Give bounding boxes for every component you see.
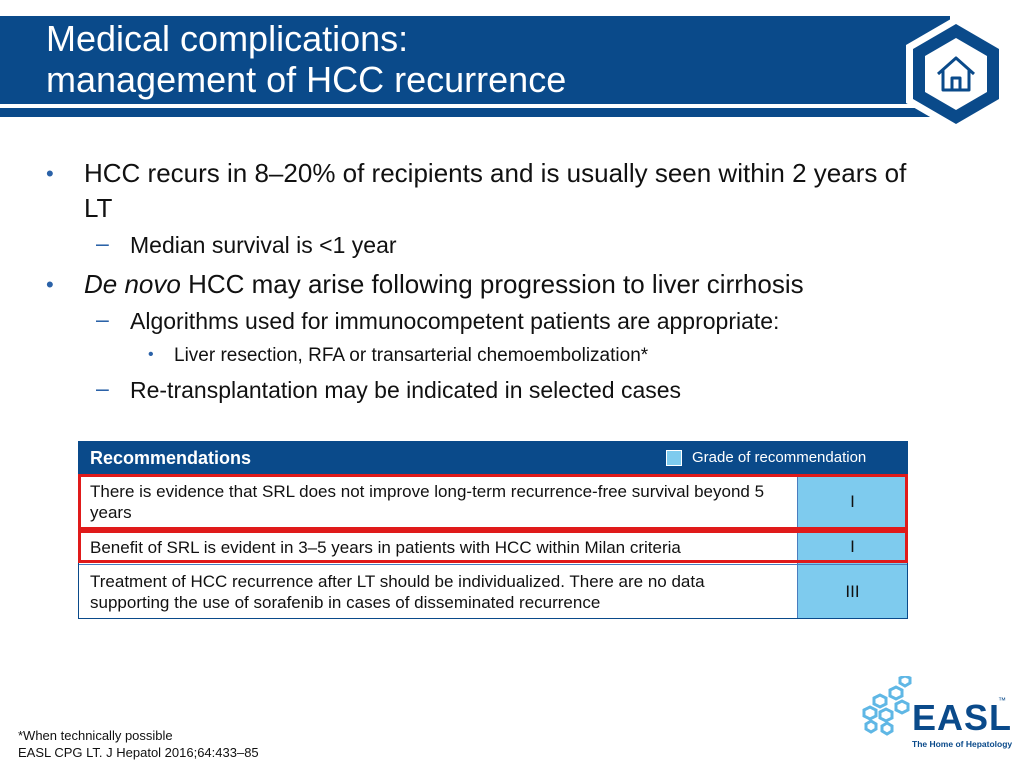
title-line-1: Medical complications: bbox=[46, 18, 409, 59]
table-row: Treatment of HCC recurrence after LT sho… bbox=[79, 564, 907, 618]
sub-bullet-1-1: – Median survival is <1 year bbox=[40, 230, 920, 261]
footnote-citation: EASL CPG LT. J Hepatol 2016;64:433–85 bbox=[18, 745, 259, 760]
recommendations-title: Recommendations bbox=[90, 448, 252, 468]
bullet-1: • HCC recurs in 8–20% of recipients and … bbox=[40, 156, 920, 226]
logo-trademark: ™ bbox=[998, 696, 1006, 705]
easl-logo: EASL ™ The Home of Hepatology bbox=[860, 676, 1013, 752]
bullet-marker: • bbox=[46, 272, 54, 297]
sub-bullet-2-1-text: Algorithms used for immunocompetent pati… bbox=[130, 308, 780, 334]
highlight-box-row-1 bbox=[78, 474, 908, 530]
bullet-marker: • bbox=[46, 161, 54, 186]
dash-marker: – bbox=[96, 375, 109, 401]
grade-legend-swatch bbox=[666, 450, 682, 466]
bullet-2-italic: De novo bbox=[84, 269, 181, 299]
home-icon bbox=[906, 16, 1006, 132]
bullet-marker: • bbox=[148, 346, 154, 363]
table-row: There is evidence that SRL does not impr… bbox=[79, 474, 907, 529]
footnote-technical: *When technically possible bbox=[18, 728, 173, 743]
sub-bullet-2-2-text: Re-transplantation may be indicated in s… bbox=[130, 377, 682, 403]
bullet-2: • De novo HCC may arise following progre… bbox=[40, 267, 920, 302]
footnotes: *When technically possible EASL CPG LT. … bbox=[18, 727, 259, 761]
grade-cell: I bbox=[797, 475, 907, 529]
dash-marker: – bbox=[96, 230, 109, 256]
grade-legend-label: Grade of recommendation bbox=[692, 449, 867, 466]
header-stripe bbox=[0, 108, 950, 117]
sub-sub-bullet-2-1-1-text: Liver resection, RFA or transarterial ch… bbox=[174, 345, 649, 366]
header-bar bbox=[0, 16, 950, 104]
title-line-2: management of HCC recurrence bbox=[46, 59, 567, 100]
bullet-2-text: HCC may arise following progression to l… bbox=[180, 269, 804, 299]
sub-bullet-1-1-text: Median survival is <1 year bbox=[130, 232, 397, 258]
recommendations-header: Recommendations Grade of recommendation bbox=[79, 442, 907, 474]
bullet-1-text: HCC recurs in 8–20% of recipients and is… bbox=[84, 158, 907, 223]
recommendation-text: There is evidence that SRL does not impr… bbox=[90, 482, 765, 522]
bullet-list: • HCC recurs in 8–20% of recipients and … bbox=[40, 156, 920, 412]
sub-bullet-2-2: – Re-transplantation may be indicated in… bbox=[40, 375, 920, 406]
sub-sub-bullet-2-1-1: • Liver resection, RFA or transarterial … bbox=[40, 343, 920, 369]
recommendations-table: Recommendations Grade of recommendation … bbox=[78, 441, 908, 619]
home-button[interactable] bbox=[902, 14, 1010, 134]
logo-wordmark: EASL bbox=[912, 697, 1013, 738]
highlight-box-row-2 bbox=[78, 530, 908, 563]
dash-marker: – bbox=[96, 306, 109, 332]
logo-tagline: The Home of Hepatology bbox=[912, 739, 1013, 749]
recommendation-text: Treatment of HCC recurrence after LT sho… bbox=[90, 571, 705, 612]
recommendation-text: Benefit of SRL is evident in 3–5 years i… bbox=[90, 537, 681, 557]
grade-cell: I bbox=[797, 530, 907, 564]
hexagon-cluster-icon bbox=[862, 676, 912, 736]
page-title: Medical complications: management of HCC… bbox=[46, 18, 566, 100]
grade-cell: III bbox=[797, 565, 907, 618]
sub-bullet-2-1: – Algorithms used for immunocompetent pa… bbox=[40, 306, 920, 337]
